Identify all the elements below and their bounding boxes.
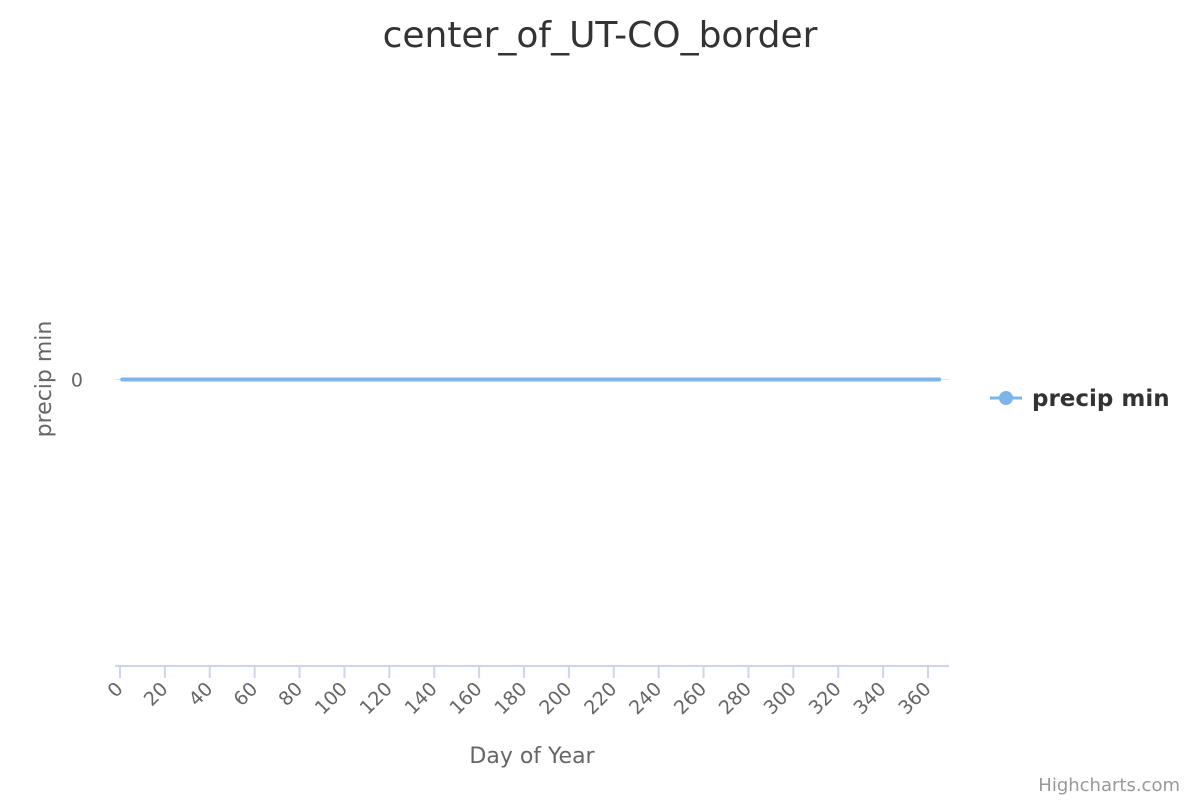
x-axis-ticks: 0 20 40 60 80 100 120 140 160 180 200 220 240 260 280 3… (103, 666, 936, 719)
x-tick-label: 40 (185, 678, 218, 711)
x-tick-label: 120 (356, 678, 397, 719)
x-tick-label: 300 (760, 678, 801, 719)
x-tick-label: 100 (311, 678, 352, 719)
x-tick-label: 60 (230, 678, 263, 711)
x-tick-label: 220 (580, 678, 621, 719)
x-tick-label: 320 (805, 678, 846, 719)
legend-item-precip-min[interactable]: precip min (990, 386, 1170, 412)
x-tick-label: 200 (535, 678, 576, 719)
x-tick-label: 20 (140, 678, 173, 711)
x-tick-label: 340 (849, 678, 890, 719)
x-tick-label: 260 (670, 678, 711, 719)
x-tick-label: 240 (625, 678, 666, 719)
x-tick-label: 280 (715, 678, 756, 719)
legend-marker-icon (999, 391, 1013, 405)
credits-link[interactable]: Highcharts.com (1038, 775, 1180, 796)
y-tick-label: 0 (71, 370, 83, 392)
chart-title: center_of_UT-CO_border (383, 15, 818, 56)
x-tick-label: 80 (274, 678, 307, 711)
x-tick-label: 180 (490, 678, 531, 719)
x-tick-label: 360 (894, 678, 935, 719)
y-axis-title: precip min (32, 321, 57, 438)
legend-label: precip min (1032, 386, 1170, 412)
x-tick-label: 160 (445, 678, 486, 719)
x-axis-title: Day of Year (469, 744, 595, 769)
x-tick-label: 140 (401, 678, 442, 719)
x-tick-label: 0 (103, 678, 127, 702)
